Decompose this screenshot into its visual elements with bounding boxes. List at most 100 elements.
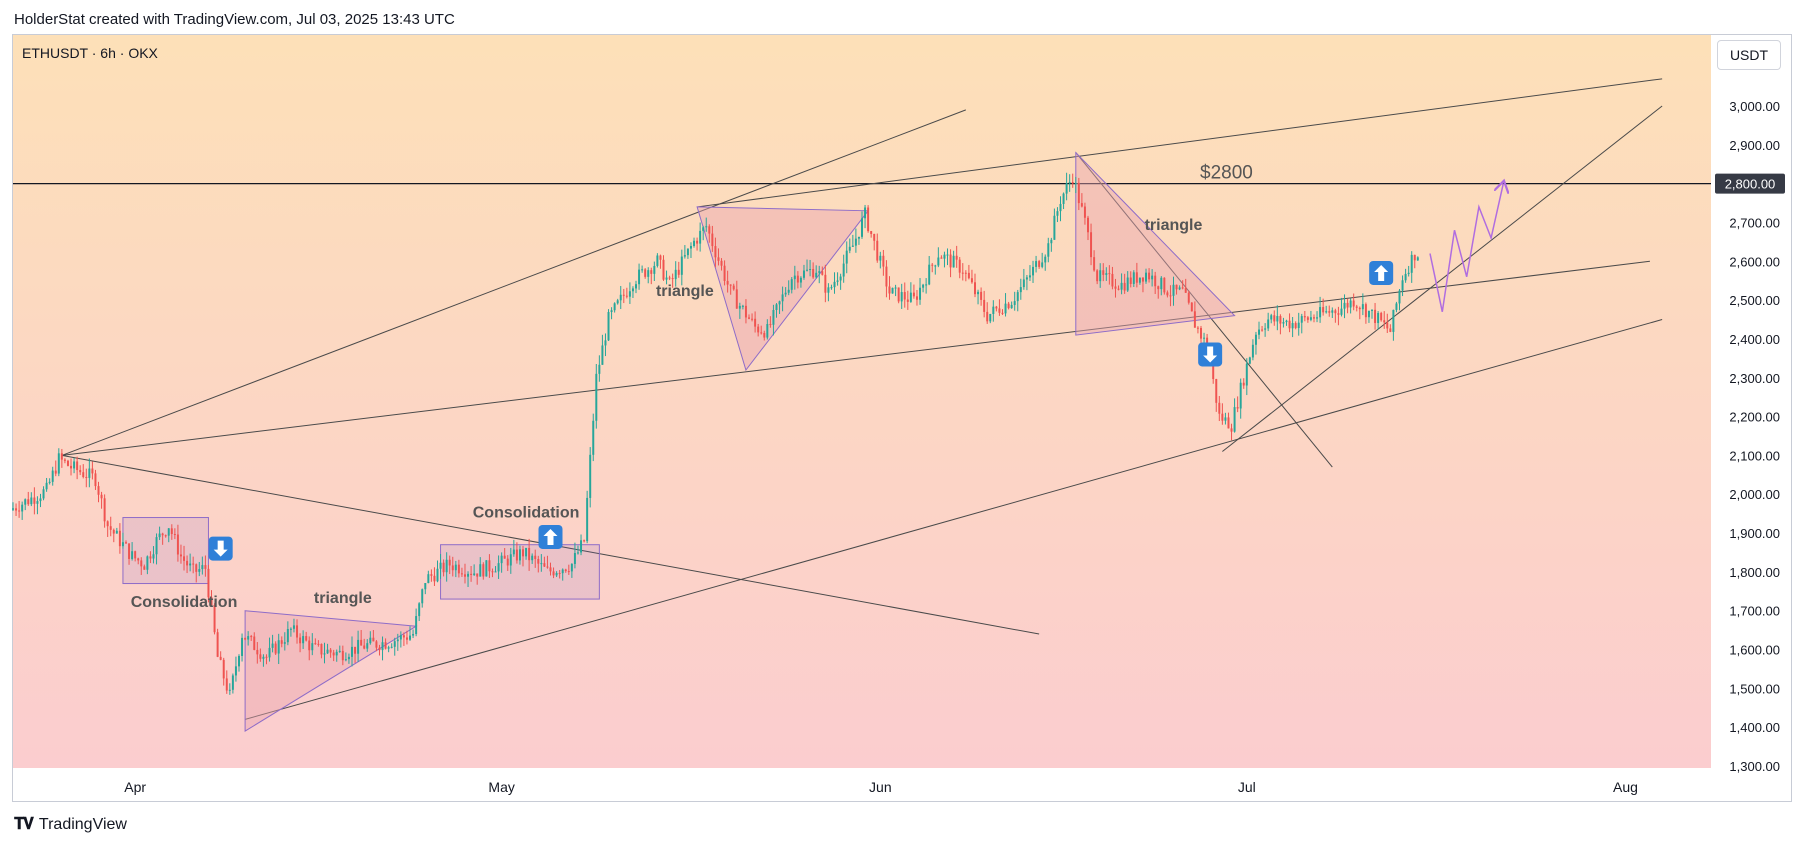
candle-body xyxy=(1364,304,1367,318)
candle-body xyxy=(1316,317,1319,319)
candle-body xyxy=(363,645,366,649)
candle xyxy=(619,285,622,310)
chart-frame[interactable] xyxy=(12,34,1792,802)
candle-body xyxy=(204,565,207,569)
y-tick-label: 1,500.00 xyxy=(1729,681,1780,696)
arrow-glyph xyxy=(1374,264,1389,281)
candle xyxy=(509,547,512,574)
candle-body xyxy=(460,573,463,575)
candle xyxy=(790,277,793,294)
candle-body xyxy=(1291,323,1294,329)
candle xyxy=(1276,305,1279,331)
candle-body xyxy=(329,649,332,653)
candle xyxy=(592,413,595,462)
projection-path[interactable] xyxy=(1429,184,1503,312)
candle-body xyxy=(879,255,882,261)
candle-body xyxy=(1303,316,1306,318)
candle xyxy=(980,287,983,306)
trendline-0[interactable] xyxy=(61,109,967,456)
candle-body xyxy=(234,666,237,676)
candle-body xyxy=(537,559,540,564)
arrow-up-icon[interactable] xyxy=(538,524,563,549)
candle xyxy=(1316,311,1319,323)
candle-body xyxy=(818,271,821,273)
candle-body xyxy=(699,230,702,244)
level-price-tag xyxy=(1715,173,1785,194)
candle-body xyxy=(451,565,454,571)
candle xyxy=(448,555,451,575)
annotation-label-2: Consolidation xyxy=(473,505,580,522)
trendline-6[interactable] xyxy=(1222,105,1663,452)
candle xyxy=(1025,274,1028,291)
candle-body xyxy=(741,305,744,307)
candle xyxy=(100,491,103,509)
candle xyxy=(705,217,708,232)
candle xyxy=(778,300,781,314)
candle-body xyxy=(1160,277,1163,290)
trendline-2[interactable] xyxy=(61,260,1650,456)
candle-body xyxy=(748,317,750,319)
candle-body xyxy=(1401,280,1404,291)
candle xyxy=(1386,313,1389,333)
candle xyxy=(323,642,326,664)
candle xyxy=(1328,305,1331,317)
candle-body xyxy=(1123,282,1126,291)
arrow-down-icon[interactable] xyxy=(1198,342,1223,367)
candle-body xyxy=(323,653,326,655)
candle-body xyxy=(1276,316,1279,322)
candle-body xyxy=(271,643,274,648)
candle xyxy=(983,290,986,318)
arrow-down-icon[interactable] xyxy=(208,536,233,561)
currency-button[interactable]: USDT xyxy=(1717,40,1781,70)
candle-body xyxy=(708,226,711,234)
candle xyxy=(1053,208,1056,240)
arrow-up-icon[interactable] xyxy=(1369,260,1394,285)
candle-body xyxy=(125,542,127,544)
candle-body xyxy=(949,254,952,268)
candle-body xyxy=(1013,301,1016,305)
trendline-1[interactable] xyxy=(697,78,1663,208)
candle xyxy=(51,466,54,486)
consolidation-box-0[interactable] xyxy=(122,517,209,585)
candle-body xyxy=(1108,273,1111,275)
candle xyxy=(754,311,757,333)
candle xyxy=(1117,285,1120,291)
candle xyxy=(283,632,286,651)
candle-body xyxy=(128,543,131,559)
candle xyxy=(409,626,412,641)
trendline-5[interactable] xyxy=(1075,152,1333,468)
candle xyxy=(842,254,845,283)
candle-body xyxy=(842,263,845,277)
candle-body xyxy=(173,533,176,535)
candle-body xyxy=(292,625,295,629)
candle xyxy=(186,555,189,574)
candle-body xyxy=(1184,288,1187,293)
candle-body xyxy=(1025,277,1028,280)
candle xyxy=(625,287,628,299)
candle xyxy=(393,637,396,656)
candle xyxy=(1377,311,1380,330)
candle xyxy=(183,545,186,571)
candle xyxy=(1190,302,1193,312)
candle xyxy=(549,562,552,576)
candle xyxy=(830,284,833,290)
candle-body xyxy=(88,468,91,478)
candle xyxy=(280,636,283,648)
candle-body xyxy=(531,555,534,561)
candle xyxy=(1343,294,1346,319)
trendline-4[interactable] xyxy=(244,319,1663,720)
candle-body xyxy=(1355,306,1358,308)
candle xyxy=(748,314,750,320)
candle-body xyxy=(650,270,653,274)
candle xyxy=(210,590,213,607)
candle-body xyxy=(1331,310,1334,313)
candle xyxy=(693,237,696,248)
candle xyxy=(1303,310,1306,322)
candle xyxy=(1007,301,1010,310)
candle xyxy=(1032,260,1035,283)
candle xyxy=(173,528,176,540)
candle xyxy=(631,286,634,298)
candle xyxy=(833,272,836,294)
candle-body xyxy=(1352,300,1355,307)
